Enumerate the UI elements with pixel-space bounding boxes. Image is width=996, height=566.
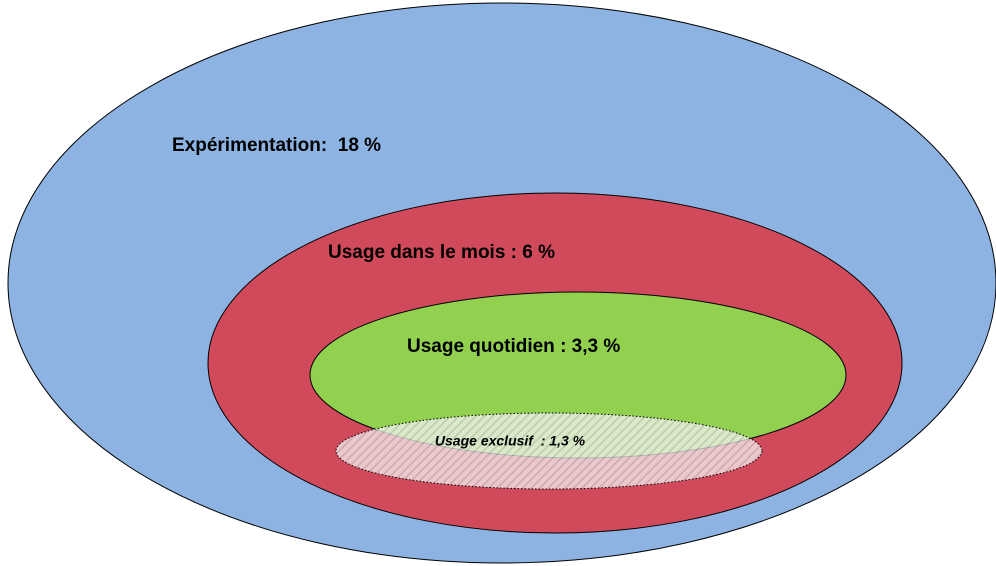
experimentation-label: Expérimentation: 18 % (172, 135, 381, 156)
exclusive-usage-label: Usage exclusif : 1,3 % (435, 433, 586, 449)
exclusive-usage-ellipse (335, 412, 763, 490)
daily-usage-label: Usage quotidien : 3,3 % (407, 336, 620, 357)
monthly-usage-label: Usage dans le mois : 6 % (328, 242, 555, 263)
